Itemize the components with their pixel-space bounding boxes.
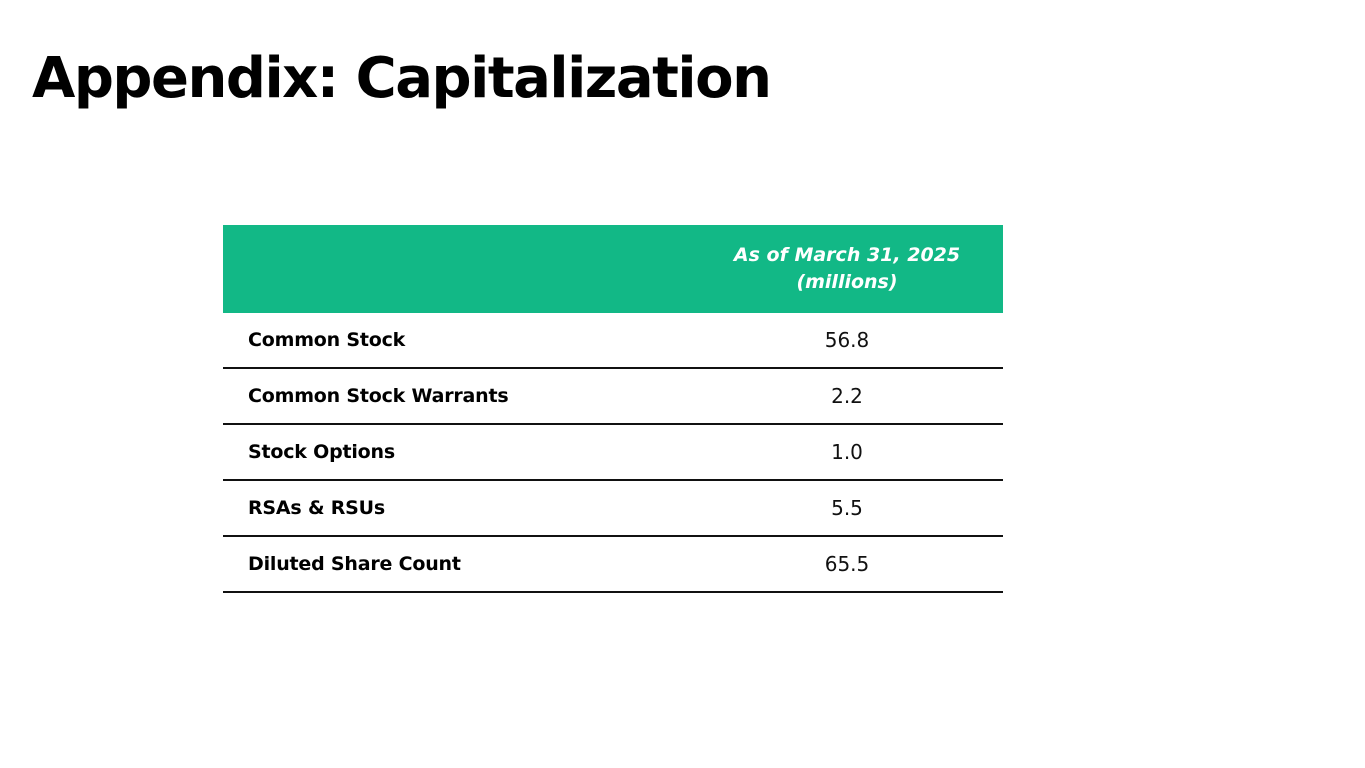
table-row: RSAs & RSUs 5.5 [223, 481, 1003, 537]
row-value: 1.0 [831, 440, 863, 464]
table-row: Stock Options 1.0 [223, 425, 1003, 481]
capitalization-table: As of March 31, 2025 (millions) Common S… [223, 225, 1003, 593]
table-header-line2: (millions) [796, 271, 898, 293]
row-label: Common Stock Warrants [248, 385, 509, 407]
table-header-row: As of March 31, 2025 (millions) [223, 225, 1003, 313]
row-label: RSAs & RSUs [248, 497, 385, 519]
row-value: 5.5 [831, 496, 863, 520]
page-title: Appendix: Capitalization [32, 46, 772, 111]
row-label: Diluted Share Count [248, 553, 461, 575]
table-header-line1: As of March 31, 2025 [733, 244, 961, 267]
table-row: Common Stock Warrants 2.2 [223, 369, 1003, 425]
table-row: Common Stock 56.8 [223, 313, 1003, 369]
row-value: 65.5 [824, 552, 870, 576]
row-value: 2.2 [831, 384, 863, 408]
row-label: Common Stock [248, 329, 406, 351]
table-header-date-cell: As of March 31, 2025 (millions) [691, 242, 1003, 295]
table-row: Diluted Share Count 65.5 [223, 537, 1003, 593]
row-value: 56.8 [824, 328, 870, 352]
row-label: Stock Options [248, 441, 395, 463]
